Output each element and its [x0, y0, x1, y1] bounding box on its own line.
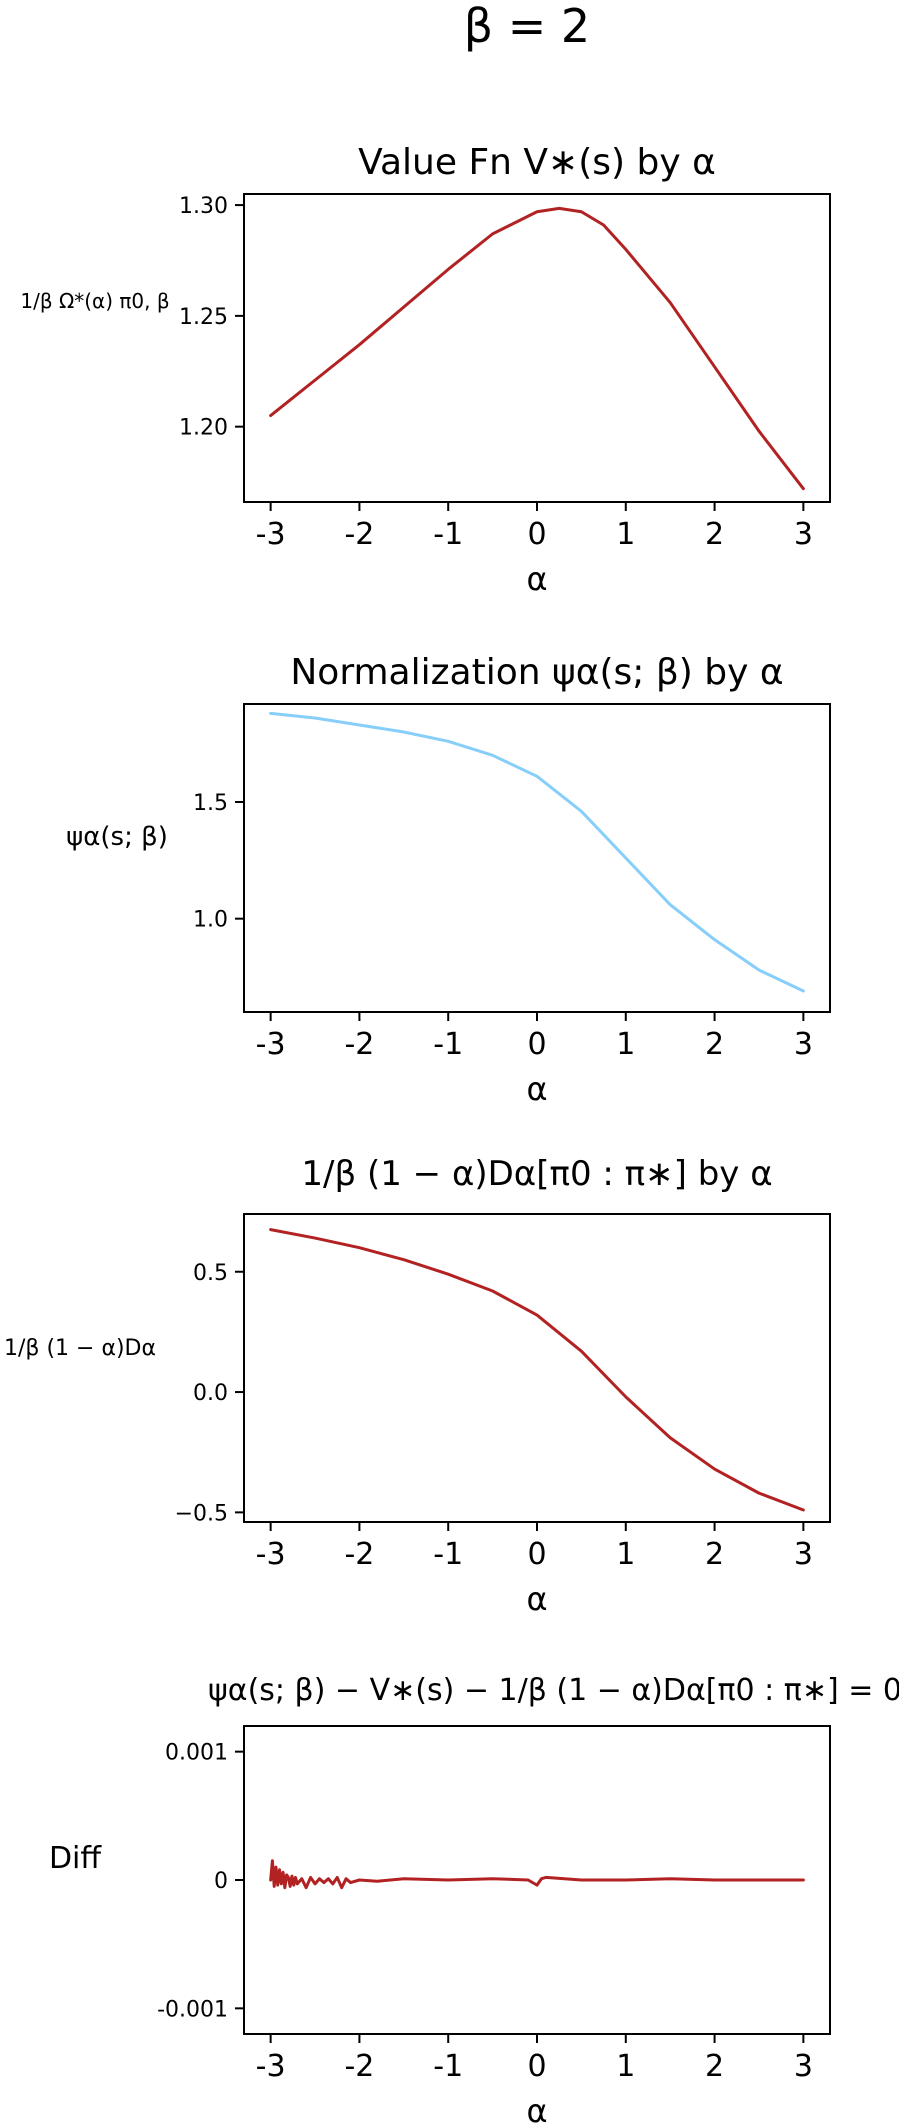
x-tick-label: -3 — [256, 1537, 286, 1572]
panel-3-xlabel: α — [526, 1580, 547, 1618]
x-tick-label: -1 — [433, 517, 463, 552]
x-tick-label: -3 — [256, 1027, 286, 1062]
x-tick-label: -2 — [344, 1027, 374, 1062]
panel-4-title: ψα(s; β) − V∗(s) − 1/β (1 − α)Dα[π0 : π∗… — [208, 1673, 899, 1708]
panel-1-ylabel: 1/β Ω*(α) π0, β — [20, 289, 169, 313]
y-tick-label: 1.30 — [179, 194, 228, 219]
x-tick-label: -1 — [433, 1537, 463, 1572]
x-tick-label: -2 — [344, 517, 374, 552]
x-tick-label: 0 — [527, 517, 546, 552]
y-tick-label: −0.5 — [175, 1501, 228, 1526]
x-tick-label: 1 — [616, 517, 635, 552]
panel-3: 1/β (1 − α)Dα[π0 : π∗] by α 1/β (1 − α)D… — [4, 1154, 831, 1618]
panel-2: Normalization ψα(s; β) by α ψα(s; β) α -… — [66, 652, 831, 1108]
panel-4-xlabel: α — [526, 2092, 547, 2128]
series-line-2 — [269, 711, 805, 993]
panel-2-title: Normalization ψα(s; β) by α — [290, 652, 783, 693]
y-tick-label: 1.25 — [179, 305, 228, 330]
x-tick-label: -3 — [256, 517, 286, 552]
axes-frame-1 — [243, 193, 831, 503]
x-tick-label: 2 — [705, 517, 724, 552]
y-tick-label: 0 — [214, 1869, 228, 1894]
x-tick-label: 2 — [705, 2049, 724, 2084]
x-tick-label: 1 — [616, 2049, 635, 2084]
axes-frame-3 — [243, 1213, 831, 1523]
series-line-1 — [269, 206, 805, 491]
figure-suptitle: β = 2 — [464, 0, 590, 53]
x-tick-label: -2 — [344, 2049, 374, 2084]
panel-3-ylabel: 1/β (1 − α)Dα — [4, 1336, 156, 1361]
x-tick-label: 1 — [616, 1537, 635, 1572]
panel-4-ylabel: Diff — [49, 1841, 102, 1876]
axes-frame-2 — [243, 703, 831, 1013]
x-tick-label: -1 — [433, 1027, 463, 1062]
panel-2-xlabel: α — [526, 1070, 547, 1108]
y-tick-label: 1.0 — [193, 908, 228, 933]
y-tick-label: 1.20 — [179, 416, 228, 441]
x-tick-label: 1 — [616, 1027, 635, 1062]
x-tick-label: -2 — [344, 1537, 374, 1572]
series-line-4 — [269, 1859, 805, 1890]
x-tick-label: -1 — [433, 2049, 463, 2084]
x-tick-label: -3 — [256, 2049, 286, 2084]
x-tick-label: 0 — [527, 1537, 546, 1572]
panel-1: Value Fn V∗(s) by α 1/β Ω*(α) π0, β α -3… — [20, 142, 831, 598]
panel-2-ylabel: ψα(s; β) — [66, 822, 168, 852]
x-tick-label: 0 — [527, 2049, 546, 2084]
x-tick-label: 3 — [794, 1537, 813, 1572]
panel-1-title: Value Fn V∗(s) by α — [358, 142, 716, 183]
x-tick-label: 2 — [705, 1537, 724, 1572]
panel-4: ψα(s; β) − V∗(s) − 1/β (1 − α)Dα[π0 : π∗… — [49, 1673, 899, 2128]
x-tick-label: 3 — [794, 1027, 813, 1062]
y-tick-label: 0.0 — [193, 1381, 228, 1406]
y-tick-label: 1.5 — [193, 791, 228, 816]
x-tick-label: 3 — [794, 517, 813, 552]
panel-3-title: 1/β (1 − α)Dα[π0 : π∗] by α — [301, 1154, 772, 1194]
y-tick-label: 0.001 — [165, 1741, 228, 1766]
series-line-3 — [269, 1228, 805, 1512]
panel-1-xlabel: α — [526, 560, 547, 598]
x-tick-label: 3 — [794, 2049, 813, 2084]
y-tick-label: 0.5 — [193, 1261, 228, 1286]
y-tick-label: -0.001 — [157, 1997, 228, 2022]
x-tick-label: 0 — [527, 1027, 546, 1062]
x-tick-label: 2 — [705, 1027, 724, 1062]
